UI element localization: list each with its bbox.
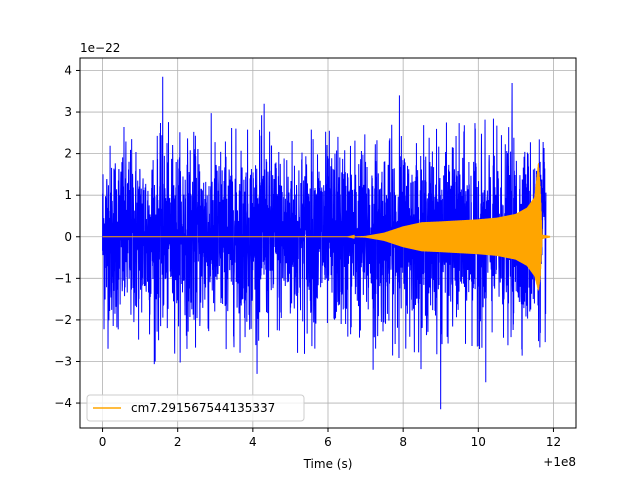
x-tick-label: 8 — [399, 435, 407, 449]
y-tick-label: 2 — [64, 147, 72, 161]
y-tick-label: 1 — [64, 188, 72, 202]
x-tick-label: 2 — [174, 435, 182, 449]
series-noise — [102, 76, 547, 410]
y-axis: −4 −3 −2 −1 0 1 2 3 4 — [54, 63, 80, 410]
x-tick-label: 10 — [471, 435, 486, 449]
y-tick-label: 0 — [64, 230, 72, 244]
x-tick-label: 0 — [99, 435, 107, 449]
x-tick-label: 6 — [324, 435, 332, 449]
plot-area — [102, 76, 551, 410]
x-tick-label: 4 — [249, 435, 257, 449]
x-offset-label: +1e8 — [543, 455, 576, 469]
legend-box — [86, 394, 305, 422]
legend-entry-chirp: cm7.291567544135337 — [131, 401, 275, 415]
x-tick-label: 12 — [546, 435, 561, 449]
series-chirp — [102, 163, 551, 291]
y-tick-label: −2 — [54, 313, 72, 327]
y-tick-label: 3 — [64, 105, 72, 119]
x-axis: 0 2 4 6 8 10 12 — [99, 428, 561, 449]
y-tick-label: −3 — [54, 354, 72, 368]
y-tick-label: −1 — [54, 271, 72, 285]
legend: cm7.291567544135337 — [86, 394, 305, 422]
y-scale-label: 1e−22 — [80, 41, 120, 55]
x-axis-label: Time (s) — [303, 457, 353, 471]
y-tick-label: −4 — [54, 396, 72, 410]
y-tick-label: 4 — [64, 63, 72, 77]
